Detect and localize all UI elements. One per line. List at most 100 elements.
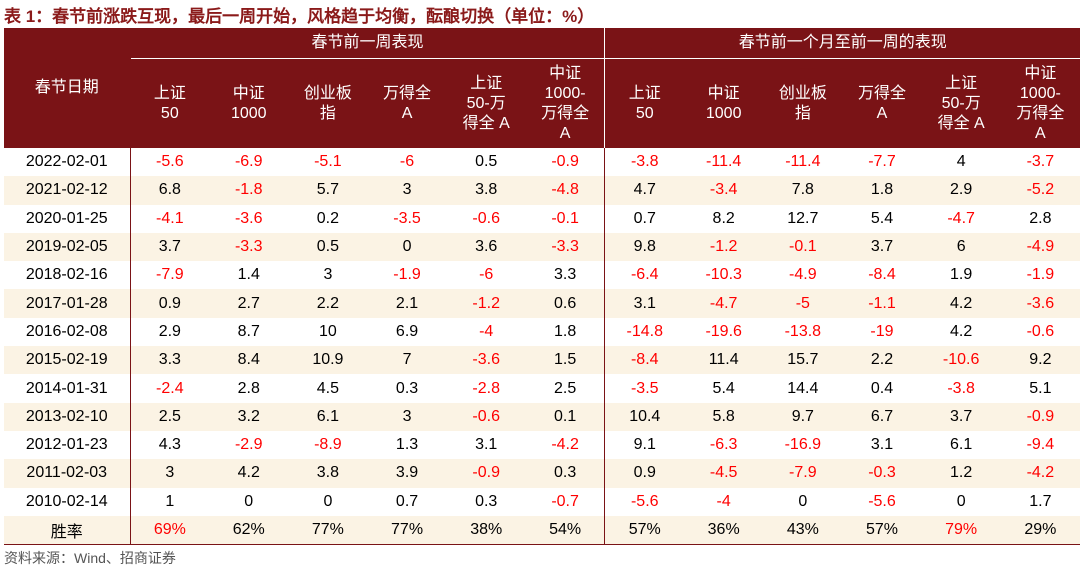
data-row: 2020-01-25 -4.1 -3.6 0.2 -3.5 -0.6 -0.1 0.7 8.2 1… (4, 204, 1080, 233)
value-cell: -4 (716, 492, 731, 510)
value-cell: 0.1 (525, 402, 605, 431)
win-rate-cell: 29% (1000, 515, 1080, 546)
value-cell: 1.8 (553, 322, 577, 340)
value-cell: -14.8 (604, 317, 685, 347)
value-cell: -0.9 (551, 153, 579, 171)
value-cell: 3.1 (870, 436, 894, 454)
value-cell: -8.4 (604, 346, 685, 375)
value-cell: -2.4 (156, 379, 184, 397)
column-header: 上证 50 (130, 58, 210, 148)
value-cell: 14.4 (787, 379, 819, 397)
value-cell: -6 (479, 266, 494, 284)
value-cell: -0.6 (1026, 322, 1055, 340)
win-rate-row: 胜率 69% 62% 77% 77% 38% 54% 57% 36% 43% 57% 79% 29% (4, 515, 1080, 546)
data-row: 2016-02-08 2.9 8.7 10 6.9 -4 1.8 -14.8 -19.6 -13.… (4, 317, 1080, 347)
value-cell: -1.2 (446, 289, 526, 318)
value-cell: -3.7 (1026, 153, 1055, 171)
value-cell: 7 (367, 346, 447, 375)
value-cell: 15.7 (763, 346, 843, 375)
value-cell: -1.8 (209, 176, 289, 205)
date-cell: 2010-02-14 (4, 487, 131, 516)
value-cell: 6.1 (950, 436, 973, 454)
value-cell: -0.1 (763, 232, 843, 262)
data-row: 2010-02-14 1 0 0 0.7 0.3 -0.7 -5.6 -4 0 -5.6 0 1.7 (4, 487, 1080, 516)
value-cell: 9.1 (604, 430, 685, 460)
value-cell: 0.5 (288, 232, 368, 262)
header-cell: 春节日期 (4, 28, 131, 148)
value-cell: 2.1 (367, 289, 447, 318)
value-cell: 3.9 (367, 459, 447, 488)
value-cell: 12.7 (787, 209, 819, 227)
value-cell: -0.6 (472, 209, 500, 227)
value-cell: -4.7 (684, 289, 764, 318)
value-cell: 1.5 (525, 346, 605, 375)
value-cell: 0.6 (525, 289, 605, 318)
value-cell: -16.9 (784, 436, 822, 454)
column-header: 中证 1000- 万得全 A (525, 58, 605, 148)
data-row: 2021-02-12 6.8 -1.8 5.7 3 3.8 -4.8 4.7 -3.4 7.8 1.… (4, 176, 1080, 205)
value-cell: 0.7 (604, 204, 685, 233)
value-cell: 1.8 (842, 176, 922, 205)
win-rate-cell: 79% (921, 515, 1001, 546)
data-row: 2019-02-05 3.7 -3.3 0.5 0 3.6 -3.3 9.8 -1.2 -0.1 3… (4, 232, 1080, 262)
date-cell: 2012-01-23 (4, 430, 131, 460)
value-cell: 3.7 (921, 402, 1001, 431)
value-cell: -4.5 (684, 459, 764, 488)
win-rate-cell: 69% (130, 515, 210, 546)
value-cell: 3.7 (842, 232, 922, 262)
value-cell: -3.5 (393, 209, 421, 227)
value-cell: -4.8 (525, 176, 605, 205)
value-cell: 1.2 (921, 459, 1001, 488)
value-cell: -13.8 (784, 322, 822, 340)
value-cell: -10.3 (705, 266, 742, 284)
value-cell: -0.9 (1000, 402, 1080, 431)
value-cell: -9.4 (1026, 436, 1055, 454)
value-cell: 4.2 (921, 289, 1001, 318)
value-cell: 0.7 (395, 492, 419, 510)
data-row: 2012-01-23 4.3 -2.9 -8.9 1.3 3.1 -4.2 9.1 -6.3 -1… (4, 430, 1080, 460)
value-cell: -4.7 (947, 209, 975, 227)
value-cell: 3.1 (604, 289, 685, 318)
data-row: 2014-01-31 -2.4 2.8 4.5 0.3 -2.8 2.5 -3.5 5.4 14.… (4, 374, 1080, 403)
data-row: 2022-02-01 -5.6 -6.9 -5.1 -6 0.5 -0.9 -3.8 -11.4… (4, 148, 1080, 177)
column-header: 创业板 指 (763, 58, 843, 148)
win-rate-cell: 77% (288, 515, 368, 546)
value-cell: -3.4 (684, 176, 764, 205)
value-cell: -5 (763, 289, 843, 318)
date-cell: 2017-01-28 (4, 289, 131, 318)
value-cell: -0.3 (842, 459, 922, 488)
value-cell: -3.3 (525, 232, 605, 262)
value-cell: 0.3 (475, 492, 498, 510)
value-cell: -7.9 (763, 459, 843, 488)
value-cell: -5.1 (314, 153, 342, 171)
value-cell: -4.2 (551, 436, 579, 454)
value-cell: 8.2 (712, 209, 735, 227)
date-cell: 2020-01-25 (4, 204, 131, 233)
value-cell: 2.5 (130, 402, 210, 431)
value-cell: 0 (798, 492, 808, 510)
column-header: 上证 50 (604, 58, 685, 148)
value-cell: 4.3 (158, 436, 181, 454)
table-title: 表 1：春节前涨跌互现，最后一周开始，风格趋于均衡，酝酿切换（单位：%） (4, 7, 595, 26)
value-cell: -4.9 (789, 266, 817, 284)
value-cell: 2.7 (209, 289, 289, 318)
value-cell: -7.9 (156, 266, 184, 284)
value-cell: 0.5 (475, 153, 498, 171)
data-row: 2017-01-28 0.9 2.7 2.2 2.1 -1.2 0.6 3.1 -4.7 -5 -1… (4, 289, 1080, 318)
value-cell: -4 (479, 322, 494, 340)
value-cell: -4.1 (156, 209, 184, 227)
group-header: 春节前一个月至前一周的表现 (604, 28, 1080, 59)
value-cell: 1.4 (237, 266, 260, 284)
column-header: 中证 1000 (684, 58, 764, 148)
column-header: 上证 50-万 得全 A (921, 58, 1001, 148)
value-cell: -8.9 (314, 436, 342, 454)
value-cell: 3 (323, 266, 333, 284)
column-header: 上证 50-万 得全 A (446, 58, 526, 148)
value-cell: -3.6 (234, 209, 263, 227)
value-cell: 2.9 (921, 176, 1001, 205)
value-cell: 0.9 (130, 289, 210, 318)
value-cell: 5.1 (1029, 379, 1052, 397)
value-cell: -2.9 (234, 436, 263, 454)
value-cell: 6.9 (395, 322, 419, 340)
